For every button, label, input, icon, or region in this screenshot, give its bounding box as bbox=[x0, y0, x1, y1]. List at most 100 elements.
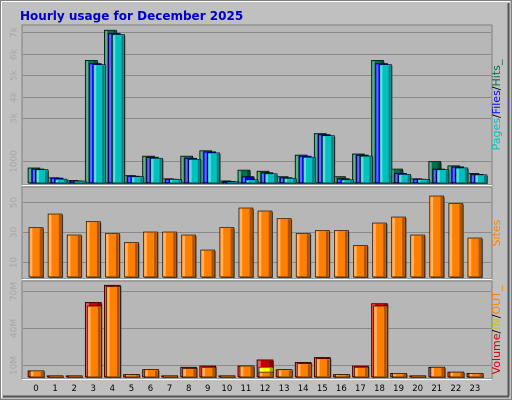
bar-out-h15 bbox=[315, 358, 332, 378]
bar-sites-h2 bbox=[66, 234, 83, 278]
bar-out-h0 bbox=[29, 370, 45, 378]
y-tick-label: 70M bbox=[10, 282, 20, 301]
bar-sites-h21 bbox=[429, 195, 445, 278]
bar-pages-h11 bbox=[245, 179, 259, 184]
axis-label-hits-files-pages: Pages/Files/Hits_ bbox=[490, 59, 503, 150]
bar-out-h1 bbox=[48, 375, 65, 378]
bar-pages-h10 bbox=[226, 181, 240, 184]
axis-label-sites: Sites bbox=[490, 219, 503, 246]
y-tick-label: 7k bbox=[10, 26, 20, 38]
bar-sites-h19 bbox=[391, 216, 407, 278]
y-tick-label: 3k bbox=[10, 112, 20, 124]
axis-label-part: / bbox=[490, 314, 503, 318]
x-tick-label: 12 bbox=[260, 384, 271, 394]
axis-label-part: Files bbox=[490, 90, 503, 114]
bar-sites-h9 bbox=[200, 249, 216, 278]
bar-pages-h17 bbox=[360, 155, 374, 184]
bar-pages-h21 bbox=[436, 169, 450, 184]
y-tick-label: 10 bbox=[10, 257, 20, 269]
bar-pages-h16 bbox=[341, 179, 355, 184]
y-tick-label: 5k bbox=[10, 69, 20, 81]
x-tick-label: 17 bbox=[355, 384, 366, 394]
axis-label-part: Sites bbox=[490, 219, 503, 246]
bar-sites-h20 bbox=[410, 234, 426, 278]
x-tick-label: 6 bbox=[148, 384, 153, 394]
bar-pages-h23 bbox=[474, 174, 488, 184]
bar-out-h11 bbox=[239, 365, 255, 378]
x-tick-label: 19 bbox=[393, 384, 404, 394]
y-tick-label: 1000 bbox=[10, 150, 20, 173]
x-tick-label: 14 bbox=[298, 384, 309, 394]
y-tick-label: 10M bbox=[10, 356, 20, 375]
bar-out-h13 bbox=[277, 369, 294, 378]
bar-sites-h5 bbox=[124, 242, 140, 278]
axis-label-part: Hits bbox=[490, 65, 503, 87]
bar-pages-h0 bbox=[35, 169, 49, 184]
x-tick-label: 16 bbox=[336, 384, 347, 394]
bar-pages-h7 bbox=[169, 179, 183, 184]
x-tick-label: 7 bbox=[167, 384, 172, 394]
bar-pages-h12 bbox=[264, 173, 278, 184]
bar-sites-h6 bbox=[143, 231, 159, 278]
bar-out-h10 bbox=[220, 375, 236, 378]
bar-pages-h19 bbox=[398, 174, 412, 184]
bar-sites-h8 bbox=[181, 234, 197, 278]
chart-title: Hourly usage for December 2025 bbox=[20, 9, 243, 23]
x-tick-label: 1 bbox=[52, 384, 57, 394]
chart-panels: 10003k4k5k6k7kPages/Files/Hits_103050Sit… bbox=[10, 24, 503, 380]
axis-label-part: IN bbox=[490, 318, 503, 329]
x-tick-label: 2 bbox=[71, 384, 76, 394]
bar-sites-h14 bbox=[295, 233, 312, 278]
bar-pages-h8 bbox=[188, 159, 202, 184]
bar-pages-h14 bbox=[302, 156, 317, 184]
bar-sites-h7 bbox=[162, 231, 178, 278]
bar-pages-h3 bbox=[92, 64, 107, 184]
x-tick-label: 9 bbox=[205, 384, 210, 394]
x-tick-label: 21 bbox=[431, 384, 442, 394]
x-tick-label: 15 bbox=[317, 384, 328, 394]
x-tick-label: 18 bbox=[374, 384, 385, 394]
bar-sites-h3 bbox=[85, 221, 102, 278]
panel-sites: 10 30 50 Sites bbox=[10, 186, 503, 280]
x-tick-label: 4 bbox=[110, 384, 115, 394]
x-tick-label: 11 bbox=[241, 384, 252, 394]
x-tick-label: 5 bbox=[129, 384, 134, 394]
x-tick-label: 0 bbox=[33, 384, 38, 394]
x-tick-label: 22 bbox=[450, 384, 461, 394]
y-tick-label: 4k bbox=[10, 91, 20, 103]
bar-pages-h4 bbox=[112, 34, 126, 185]
bar-out-h9 bbox=[201, 366, 217, 378]
bar-sites-h10 bbox=[219, 227, 235, 278]
x-tick-label: 8 bbox=[186, 384, 191, 394]
bar-sites-h0 bbox=[28, 227, 44, 278]
x-axis: 0 1 2 3 4 5 6 7 8 9 10 11 12 13 14 15 16 17 18 19 20 21 22 23 bbox=[33, 384, 480, 394]
bar-out-h5 bbox=[125, 374, 141, 378]
bar-pages-h2 bbox=[73, 180, 88, 184]
x-tick-label: 10 bbox=[221, 384, 232, 394]
bar-out-h20 bbox=[411, 375, 427, 378]
bar-sites-h23 bbox=[467, 237, 483, 278]
bar-out-h23 bbox=[468, 373, 484, 378]
bar-sites-h16 bbox=[334, 230, 350, 278]
bar-pages-h6 bbox=[150, 157, 164, 184]
bar-sites-h1 bbox=[47, 213, 64, 278]
axis-label-part: _ bbox=[490, 59, 503, 66]
bar-pages-h22 bbox=[455, 167, 469, 184]
x-tick-label: 13 bbox=[279, 384, 290, 394]
bar-sites-h15 bbox=[314, 230, 331, 278]
axis-label-part: _ bbox=[490, 285, 503, 292]
bar-out-h22 bbox=[449, 371, 465, 378]
bar-out-h19 bbox=[392, 373, 408, 378]
bar-sites-h18 bbox=[372, 222, 388, 278]
x-tick-label: 3 bbox=[91, 384, 96, 394]
bar-pages-h1 bbox=[54, 178, 69, 184]
bar-pages-h18 bbox=[379, 64, 393, 184]
bar-sites-h4 bbox=[105, 233, 121, 278]
bar-pages-h15 bbox=[321, 135, 336, 184]
bar-sites-h13 bbox=[276, 218, 293, 278]
axis-label-part: OUT bbox=[490, 291, 503, 315]
bar-out-h21 bbox=[430, 366, 446, 378]
